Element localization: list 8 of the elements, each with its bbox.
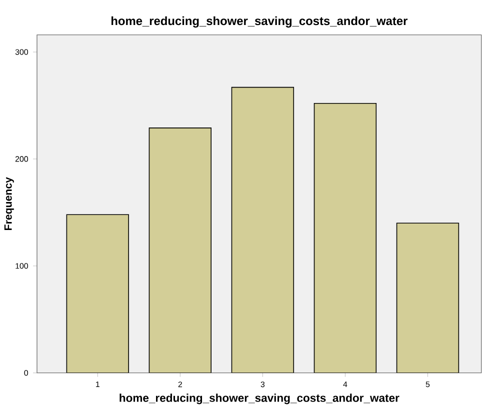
chart-title: home_reducing_shower_saving_costs_andor_water [112,16,408,28]
y-axis-title: Frequency [4,177,14,230]
bar [66,214,129,374]
bar [314,104,376,374]
bar [396,222,460,374]
x-axis-title: home_reducing_shower_saving_costs_andor_water [120,394,400,404]
bar [148,128,212,374]
bar [231,87,294,374]
